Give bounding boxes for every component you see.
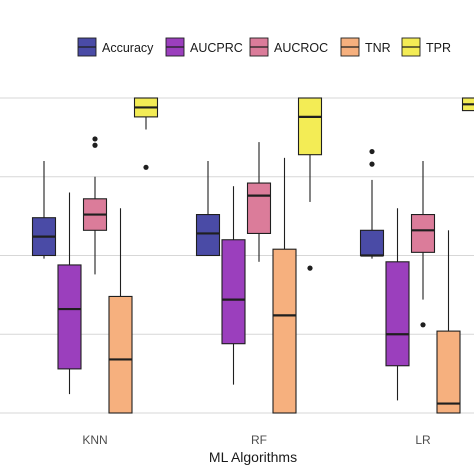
- legend-label: TNR: [365, 41, 391, 55]
- outlier-point: [369, 148, 375, 155]
- legend: Accuracy AUCPRC AUCROC TNR TPR: [77, 37, 451, 57]
- x-tick-label: RF: [251, 433, 267, 447]
- legend-label: TPR: [426, 41, 451, 55]
- outlier-point: [143, 164, 149, 170]
- box-aucroc-lr: [410, 161, 436, 328]
- box-iqr: [272, 248, 297, 414]
- box-tnr-lr: [436, 230, 461, 414]
- legend-label: Accuracy: [102, 41, 154, 55]
- box-iqr: [410, 214, 436, 253]
- box-tnr-knn: [108, 208, 133, 414]
- box-tpr-lr: [461, 97, 474, 112]
- outlier-point: [420, 322, 426, 328]
- legend-item-accuracy: Accuracy: [77, 37, 154, 57]
- outlier-point: [92, 142, 98, 148]
- box-accuracy-knn: [31, 161, 57, 259]
- box-tpr-knn: [133, 97, 159, 170]
- box-iqr: [436, 330, 461, 414]
- box-iqr: [195, 214, 221, 257]
- box-iqr: [297, 97, 323, 156]
- box-iqr: [246, 182, 272, 235]
- outlier-point: [369, 161, 375, 167]
- box-aucprc-knn: [57, 192, 82, 395]
- x-axis-title: ML Algorithms: [209, 449, 297, 465]
- legend-item-aucprc: AUCPRC: [165, 37, 243, 57]
- box-aucprc-lr: [385, 208, 410, 401]
- x-tick-label: LR: [415, 433, 431, 447]
- x-tick-labels: KNN RF LR: [82, 433, 431, 447]
- box-accuracy-lr: [359, 148, 385, 259]
- box-tpr-rf: [297, 97, 323, 271]
- box-aucroc-rf: [246, 142, 272, 262]
- outlier-point: [307, 265, 313, 271]
- x-tick-label: KNN: [82, 433, 107, 447]
- legend-label: AUCPRC: [190, 41, 243, 55]
- legend-item-tnr: TNR: [340, 37, 391, 57]
- box-aucprc-rf: [221, 186, 246, 385]
- box-iqr: [385, 261, 410, 367]
- legend-item-aucroc: AUCROC: [249, 37, 328, 57]
- box-iqr: [221, 239, 246, 345]
- box-aucroc-knn: [82, 136, 108, 275]
- legend-label: AUCROC: [274, 41, 328, 55]
- box-iqr: [57, 264, 82, 370]
- box-accuracy-rf: [195, 161, 221, 257]
- box-iqr: [359, 229, 385, 257]
- box-tnr-rf: [272, 157, 297, 414]
- box-groups: [31, 97, 474, 414]
- box-iqr: [108, 295, 133, 414]
- legend-item-tpr: TPR: [401, 37, 451, 57]
- outlier-point: [92, 136, 98, 142]
